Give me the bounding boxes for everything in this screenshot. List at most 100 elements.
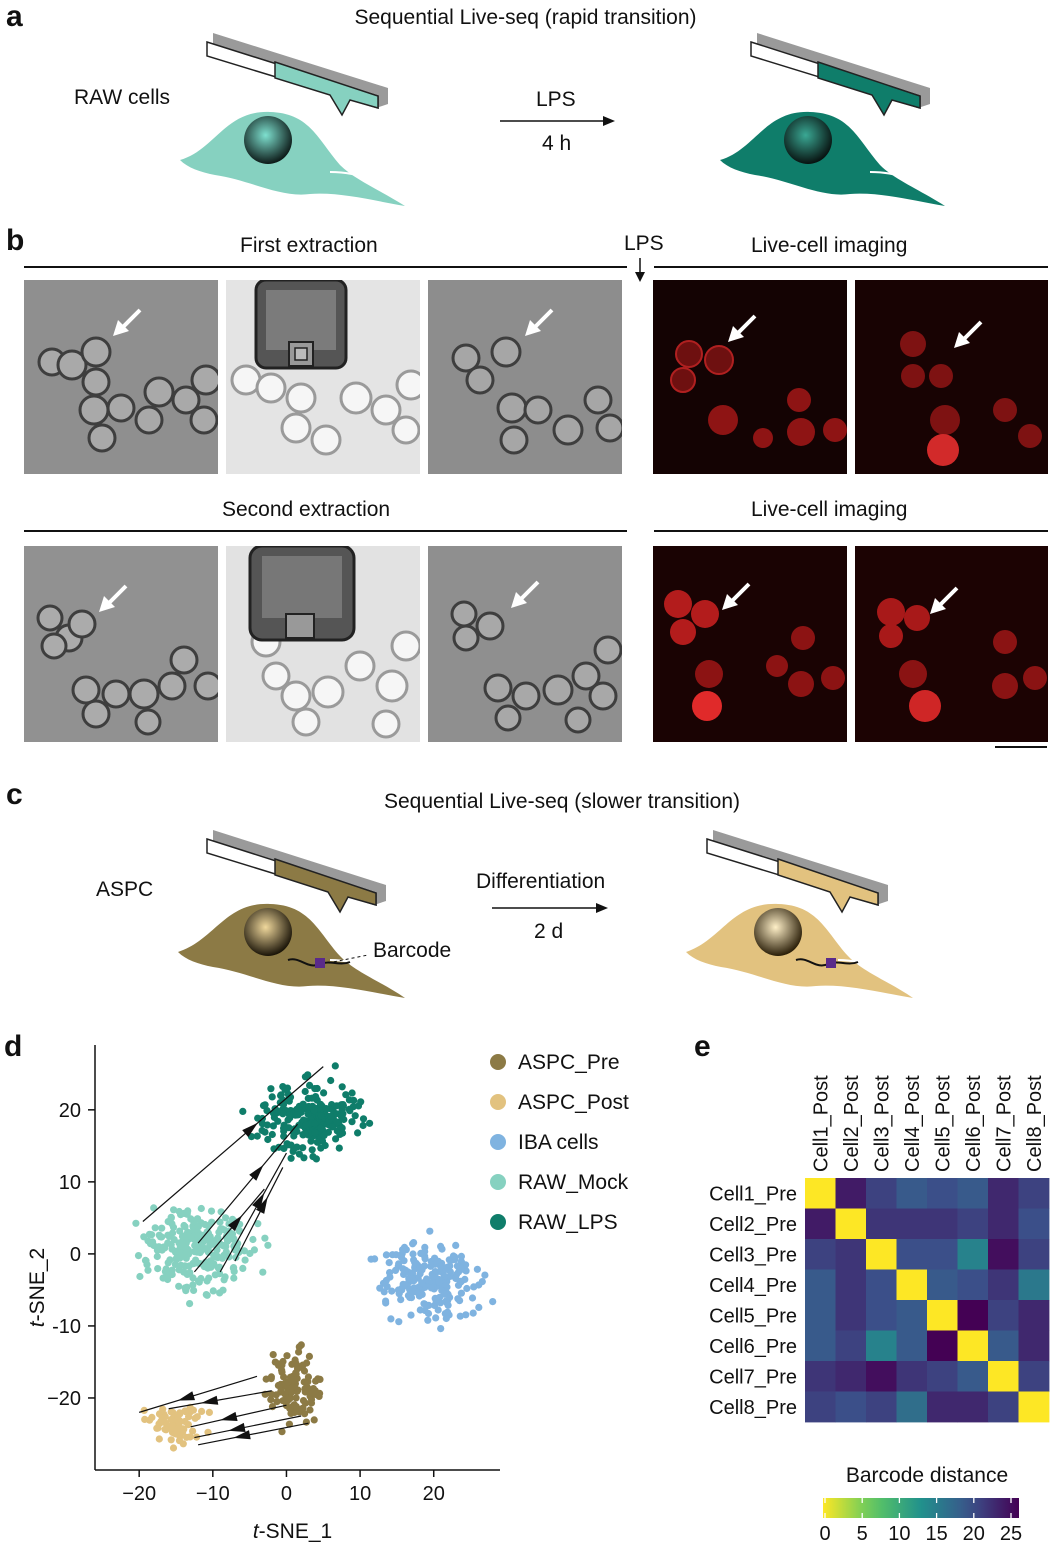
y-axis-label: t-SNE_2 — [26, 1248, 49, 1327]
micrograph-first-after — [428, 280, 622, 474]
scatter-point — [311, 1129, 319, 1137]
heatmap-cell — [896, 1391, 928, 1423]
colorbar-tick-label: 20 — [963, 1523, 985, 1545]
scatter-point — [382, 1276, 390, 1285]
trajectory-line — [193, 1188, 265, 1273]
legend-swatch — [490, 1214, 506, 1230]
y-tick-label: 0 — [70, 1244, 81, 1266]
heatmap-column-label: Cell3_Post — [871, 1075, 893, 1172]
scatter-point — [452, 1274, 460, 1283]
scatter-point — [371, 1255, 379, 1263]
scatter-point — [359, 1115, 368, 1123]
heatmap-cell — [896, 1330, 928, 1362]
scatter-point — [259, 1102, 268, 1110]
scatter-point — [350, 1096, 358, 1104]
scatter-point — [338, 1124, 346, 1132]
arrow-indicator-icon — [113, 308, 142, 336]
scatter-point — [423, 1275, 431, 1283]
scatter-point — [189, 1406, 197, 1414]
heatmap-cell — [988, 1330, 1019, 1362]
scatter-point — [332, 1135, 340, 1143]
panel-letter-c: c — [6, 778, 23, 811]
scatter-point — [301, 1130, 309, 1138]
x-tick-label: −10 — [196, 1483, 230, 1505]
heatmap-column-label: Cell7_Post — [993, 1075, 1015, 1172]
heatmap-row-label: Cell4_Pre — [709, 1275, 797, 1297]
heatmap-row-label: Cell6_Pre — [709, 1336, 797, 1358]
scatter-point — [175, 1266, 183, 1274]
scatter-point — [285, 1097, 293, 1105]
scatter-point — [288, 1383, 296, 1391]
second-extraction-rule — [24, 530, 627, 532]
heatmap-row-label: Cell3_Pre — [709, 1244, 797, 1266]
fluorescent-cells — [670, 340, 847, 448]
arrow-right-icon — [500, 116, 615, 126]
scatter-point — [443, 1263, 451, 1271]
scatter-point — [273, 1398, 281, 1406]
live-imaging-bottom-rule — [654, 530, 1048, 532]
scatter-point — [193, 1215, 202, 1223]
scatter-point — [388, 1251, 397, 1259]
legend-swatch — [490, 1174, 506, 1190]
scatter-point — [309, 1385, 317, 1393]
trajectory-line — [139, 1375, 258, 1413]
scatter-point — [267, 1396, 275, 1404]
heatmap-cell — [866, 1239, 897, 1270]
scatter-point — [283, 1352, 291, 1360]
scatter-point — [194, 1233, 202, 1241]
scatter-point — [181, 1284, 189, 1292]
scatter-point — [190, 1248, 199, 1256]
scatter-point — [387, 1315, 395, 1323]
scatter-point — [186, 1300, 194, 1308]
scatter-point — [456, 1297, 464, 1305]
x-tick-label: −20 — [122, 1483, 156, 1505]
scatter-point — [432, 1297, 440, 1305]
scatter-point — [221, 1273, 229, 1281]
scatter-point — [134, 1252, 143, 1260]
scatter-point — [203, 1277, 211, 1285]
scatter-point — [473, 1265, 481, 1273]
scatter-point — [359, 1121, 367, 1130]
scatter-point — [438, 1245, 446, 1253]
micrograph-second-after — [428, 546, 622, 742]
scatter-point — [167, 1408, 175, 1416]
scatter-point — [307, 1395, 316, 1404]
scatter-point — [432, 1314, 440, 1322]
scatter-point — [333, 1102, 341, 1110]
scatter-point — [287, 1141, 295, 1149]
scatter-point — [155, 1435, 163, 1443]
x-axis-label: t-SNE_1 — [253, 1520, 332, 1543]
scatter-point — [310, 1107, 318, 1115]
y-tick-label: 10 — [59, 1172, 81, 1194]
heatmap-cell — [927, 1300, 958, 1331]
scatter-point — [271, 1358, 279, 1366]
scatter-point — [285, 1124, 293, 1132]
scatter-point — [171, 1260, 179, 1268]
x-axis-label-text: -SNE_1 — [259, 1520, 333, 1543]
heatmap-cell — [896, 1361, 928, 1392]
aspc-cell-post-icon — [686, 903, 913, 998]
scatter-point — [335, 1144, 343, 1152]
scatter-point — [148, 1231, 156, 1239]
trajectory-line — [168, 1390, 272, 1410]
colorbar-tick-label: 25 — [1000, 1523, 1022, 1545]
heatmap-cell — [805, 1361, 836, 1392]
scatter-point — [427, 1262, 435, 1270]
scatter-point — [301, 1385, 309, 1393]
scatter-point — [312, 1390, 320, 1398]
cluster-aspc-pre — [261, 1341, 324, 1436]
heatmap-row-label: Cell7_Pre — [709, 1366, 797, 1388]
scatter-point — [354, 1129, 362, 1137]
scatter-point — [170, 1206, 178, 1214]
barcode-marker-icon — [315, 958, 325, 968]
colorbar — [823, 1498, 1019, 1518]
heatmap-cell — [866, 1391, 897, 1423]
scatter-point — [205, 1408, 213, 1416]
scatter-point — [366, 1119, 374, 1127]
scatter-point — [475, 1281, 483, 1289]
aspc-cell-pre-icon — [178, 903, 405, 998]
scatter-point — [395, 1318, 403, 1326]
raw-cell-lps-icon — [720, 111, 945, 206]
scatter-point — [207, 1207, 216, 1215]
scatter-point — [376, 1284, 384, 1292]
